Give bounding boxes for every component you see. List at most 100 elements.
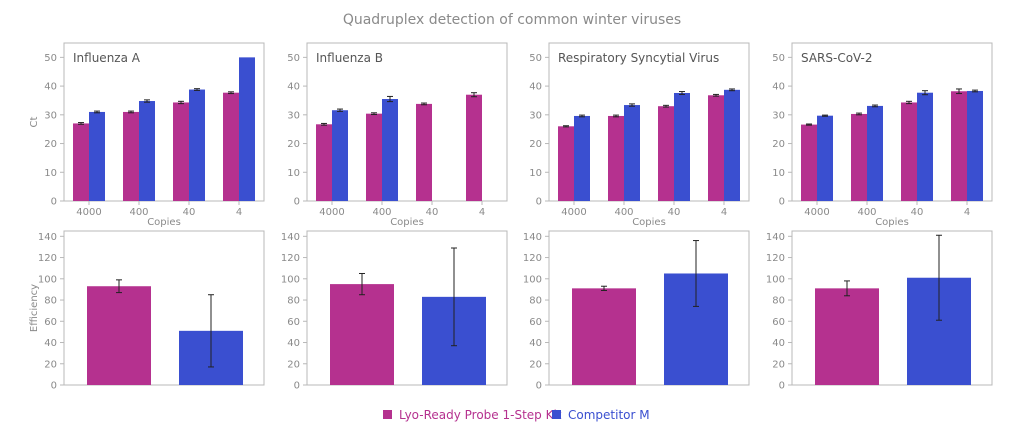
panel-influenza-a-ytick-label: 0 [51, 197, 57, 208]
panel-respiratory-syncytial-virus-bar-competitor-m-400 [624, 105, 640, 201]
panel-influenza-b-bar-competitor-m-4000 [332, 110, 348, 201]
panel-influenza-b-bar-lyo-ready-probe-1-step-kit-40 [416, 103, 432, 201]
panel-respiratory-syncytial-virus-xtick-label: 4 [721, 207, 727, 218]
panel-influenza-b-efficiency-ytick-label: 60 [287, 317, 300, 328]
panel-respiratory-syncytial-virus-xtick-label: 40 [668, 207, 681, 218]
panel-influenza-a-xtick-label: 400 [129, 207, 148, 218]
panel-influenza-b-xtick-label: 400 [372, 207, 391, 218]
panel-influenza-b-efficiency-frame [306, 230, 508, 386]
panel-influenza-a-title: Influenza A [73, 51, 141, 65]
panel-influenza-a-ytick-label: 40 [44, 82, 57, 93]
panel-sars-cov-2-efficiency-ytick-label: 80 [772, 296, 785, 307]
panel-influenza-b-xlabel: Copies [390, 217, 424, 228]
panel-influenza-a-ytick-label: 20 [44, 139, 57, 150]
panel-sars-cov-2-efficiency-ytick-label: 60 [772, 317, 785, 328]
panel-influenza-b-ytick-label: 50 [287, 53, 300, 64]
legend-label-kit: Lyo-Ready Probe 1-Step Kit [399, 408, 562, 422]
panel-sars-cov-2-xlabel: Copies [875, 217, 909, 228]
panel-influenza-b: 0 10 20 30 40 50 Influenza B 4000 400 40 4 Copies [287, 42, 508, 228]
panel-sars-cov-2-bar-lyo-ready-probe-1-step-kit-4000 [801, 124, 817, 201]
panel-influenza-a: 0 10 20 30 40 50 Ct Influenza A 4000 400 40 4 Copies [29, 42, 265, 228]
panel-influenza-a-bar-lyo-ready-probe-1-step-kit-4 [223, 92, 239, 201]
panel-influenza-b-bar-lyo-ready-probe-1-step-kit-4000 [316, 124, 332, 201]
legend-swatch-competitor [552, 410, 561, 419]
panel-sars-cov-2-efficiency-ytick-label: 20 [772, 359, 785, 370]
panel-influenza-a-bar-competitor-m-4000 [89, 111, 105, 201]
panel-respiratory-syncytial-virus-bar-competitor-m-40 [674, 92, 690, 201]
panel-influenza-b-efficiency-bar-lyo-ready-probe-1-step-kit [330, 284, 394, 385]
panel-influenza-b-ytick-label: 10 [287, 168, 300, 179]
panel-influenza-b-ytick-label: 0 [294, 197, 300, 208]
panel-influenza-a-ytick-label: 30 [44, 110, 57, 121]
panel-respiratory-syncytial-virus-bar-lyo-ready-probe-1-step-kit-40 [658, 106, 674, 201]
panel-sars-cov-2-xtick-label: 4000 [804, 207, 829, 218]
panel-respiratory-syncytial-virus-efficiency-ytick-label: 100 [523, 274, 542, 285]
panel-influenza-a-efficiency-frame [63, 230, 265, 386]
panel-influenza-a-ylabel: Ct [29, 116, 40, 127]
panel-influenza-a-xtick-label: 4000 [76, 207, 101, 218]
panel-sars-cov-2-frame [791, 42, 993, 202]
panel-sars-cov-2-ytick-label: 10 [772, 168, 785, 179]
panel-influenza-b-xtick-label: 4000 [319, 207, 344, 218]
panel-respiratory-syncytial-virus-efficiency-ytick-label: 120 [523, 253, 542, 264]
panel-influenza-b-xtick-label: 40 [426, 207, 439, 218]
panel-respiratory-syncytial-virus-efficiency-ytick-label: 0 [536, 381, 542, 392]
legend: Lyo-Ready Probe 1-Step Kit Competitor M [383, 408, 650, 422]
panel-respiratory-syncytial-virus-bar-lyo-ready-probe-1-step-kit-4 [708, 95, 724, 201]
panel-respiratory-syncytial-virus-efficiency-ytick-label: 40 [529, 338, 542, 349]
panel-influenza-a-efficiency: 0 20 40 60 80 100 120 140 Efficiency [29, 230, 265, 392]
panel-sars-cov-2-ytick-label: 20 [772, 139, 785, 150]
panel-respiratory-syncytial-virus-xtick-label: 400 [614, 207, 633, 218]
panel-respiratory-syncytial-virus-ytick-label: 10 [529, 168, 542, 179]
panel-respiratory-syncytial-virus-frame [548, 42, 750, 202]
panel-influenza-a-bar-competitor-m-400 [139, 101, 155, 201]
panel-influenza-b-efficiency-ytick-label: 140 [281, 232, 300, 243]
panel-influenza-a-efficiency-ytick-label: 60 [44, 317, 57, 328]
panel-influenza-b-frame [306, 42, 508, 202]
panel-respiratory-syncytial-virus-efficiency-frame [548, 230, 750, 386]
panel-respiratory-syncytial-virus-xtick-label: 4000 [561, 207, 586, 218]
panel-sars-cov-2-bar-lyo-ready-probe-1-step-kit-4 [951, 91, 967, 201]
panel-influenza-a-bar-lyo-ready-probe-1-step-kit-40 [173, 102, 189, 201]
panel-influenza-b-xtick-label: 4 [479, 207, 485, 218]
panel-influenza-b-title: Influenza B [316, 51, 383, 65]
panel-influenza-a-efficiency-ytick-label: 40 [44, 338, 57, 349]
panel-influenza-a-efficiency-ytick-label: 0 [51, 381, 57, 392]
panel-sars-cov-2-efficiency-frame [791, 230, 993, 386]
panel-influenza-a-efficiency-ytick-label: 100 [38, 274, 57, 285]
panel-influenza-b-efficiency-ytick-label: 100 [281, 274, 300, 285]
panel-respiratory-syncytial-virus-efficiency-ytick-label: 60 [529, 317, 542, 328]
panel-influenza-b-bar-lyo-ready-probe-1-step-kit-400 [366, 113, 382, 201]
panel-influenza-a-efficiency-ytick-label: 20 [44, 359, 57, 370]
panel-sars-cov-2-ytick-label: 40 [772, 82, 785, 93]
panel-influenza-b-ytick-label: 20 [287, 139, 300, 150]
panel-influenza-a-xlabel: Copies [147, 217, 181, 228]
panel-respiratory-syncytial-virus-efficiency: 0 20 40 60 80 100 120 140 [523, 230, 750, 392]
panel-respiratory-syncytial-virus-efficiency-ytick-label: 20 [529, 359, 542, 370]
panel-influenza-a-efficiency-ytick-label: 140 [38, 232, 57, 243]
panel-influenza-a-bar-competitor-m-40 [189, 89, 205, 201]
panel-sars-cov-2-xtick-label: 4 [964, 207, 970, 218]
panel-influenza-a-efficiency-bar-lyo-ready-probe-1-step-kit [87, 286, 151, 385]
panel-respiratory-syncytial-virus-ytick-label: 30 [529, 110, 542, 121]
panel-sars-cov-2-bar-competitor-m-400 [867, 105, 883, 201]
panel-respiratory-syncytial-virus-efficiency-ytick-label: 140 [523, 232, 542, 243]
panel-sars-cov-2-ytick-label: 0 [779, 197, 785, 208]
legend-swatch-kit [383, 410, 392, 419]
panel-sars-cov-2-bar-lyo-ready-probe-1-step-kit-40 [901, 102, 917, 201]
legend-label-competitor: Competitor M [568, 408, 650, 422]
panel-respiratory-syncytial-virus-ytick-label: 40 [529, 82, 542, 93]
panel-respiratory-syncytial-virus-bar-lyo-ready-probe-1-step-kit-4000 [558, 126, 574, 201]
panel-influenza-b-efficiency-ytick-label: 20 [287, 359, 300, 370]
panel-influenza-a-xtick-label: 4 [236, 207, 242, 218]
panel-influenza-b-ytick-label: 40 [287, 82, 300, 93]
panel-sars-cov-2-efficiency-ytick-label: 0 [779, 381, 785, 392]
panel-influenza-b-efficiency-ytick-label: 120 [281, 253, 300, 264]
panel-sars-cov-2-bar-competitor-m-40 [917, 92, 933, 201]
panel-respiratory-syncytial-virus: 0 10 20 30 40 50 Respiratory Syncytial Virus 40… [529, 42, 750, 228]
panel-influenza-a-bar-competitor-m-4 [239, 57, 255, 202]
panel-influenza-a-ytick-label: 10 [44, 168, 57, 179]
panel-respiratory-syncytial-virus-xlabel: Copies [632, 217, 666, 228]
panel-influenza-b-efficiency: 0 20 40 60 80 100 120 140 [281, 230, 508, 392]
